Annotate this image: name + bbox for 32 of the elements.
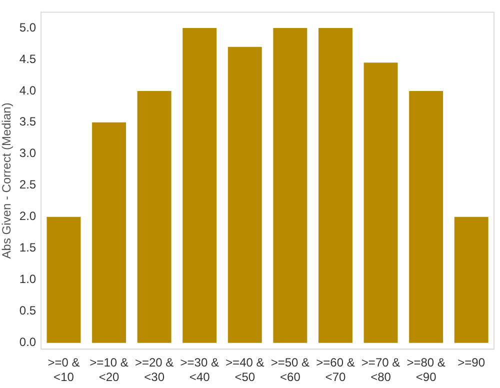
x-tick-label: >=30 & <40 <box>180 356 219 384</box>
bar <box>137 90 172 343</box>
bar <box>92 122 126 343</box>
bar <box>46 216 81 343</box>
bar <box>273 28 308 343</box>
y-tick-label: 1.5 <box>19 240 36 255</box>
y-tick-label: 5.0 <box>19 20 36 34</box>
x-tick-label: >=10 & <20 <box>90 356 128 384</box>
y-tick-label: 2.5 <box>19 178 36 192</box>
x-tick-label: >=60 & <70 <box>316 356 355 384</box>
x-tick-label: >=70 & <80 <box>361 356 400 384</box>
bar <box>454 216 488 343</box>
y-tick-label: 2.0 <box>19 209 36 224</box>
y-tick-label: 1.0 <box>19 272 36 286</box>
y-axis-title: Abs Given - Correct (Median) <box>0 102 14 259</box>
x-tick-label: >=0 & <10 <box>48 356 80 384</box>
y-tick-label: 0.0 <box>19 335 36 350</box>
bar <box>409 90 444 343</box>
y-tick-label: 4.0 <box>19 83 36 98</box>
bar <box>364 62 398 343</box>
bar <box>318 28 352 343</box>
y-tick-label: 0.5 <box>19 304 36 318</box>
x-tick-label: >=90 <box>458 356 486 370</box>
bar <box>182 28 217 343</box>
x-tick-label: >=80 & <90 <box>406 356 446 384</box>
y-tick-label: 4.5 <box>19 52 36 66</box>
x-tick-label: >=50 & <60 <box>270 356 310 384</box>
x-tick-label: >=20 & <30 <box>134 356 174 384</box>
y-tick-label: 3.0 <box>19 146 36 160</box>
y-tick-label: 3.5 <box>19 114 36 129</box>
x-tick-label: >=40 & <50 <box>226 356 264 384</box>
bar <box>228 46 262 343</box>
